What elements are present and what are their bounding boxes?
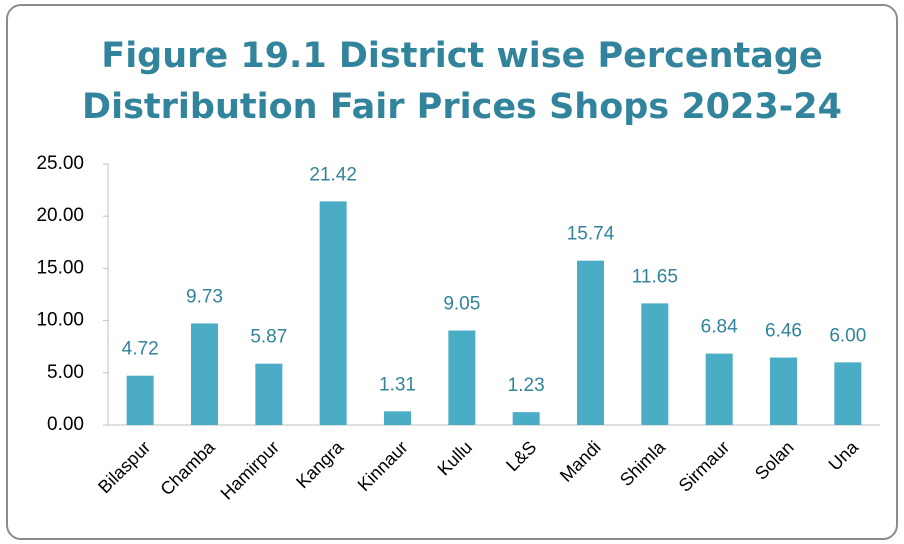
value-label: 6.00 <box>829 325 866 346</box>
value-label: 9.73 <box>186 286 223 307</box>
bar <box>255 363 283 425</box>
value-label: 11.65 <box>632 266 678 287</box>
y-tick-label: 0.00 <box>47 414 84 435</box>
value-label: 1.31 <box>379 374 416 395</box>
y-tick-label: 20.00 <box>36 205 84 226</box>
value-label: 15.74 <box>567 224 615 245</box>
bar <box>577 260 604 425</box>
value-label: 6.46 <box>765 321 802 342</box>
chart-title: Figure 19.1 District wise Percentage <box>101 36 822 76</box>
bar <box>126 375 154 425</box>
bar <box>641 303 669 425</box>
y-tick-label: 5.00 <box>47 362 84 383</box>
value-label: 1.23 <box>508 375 545 396</box>
value-label: 21.42 <box>309 164 357 185</box>
bar <box>834 362 862 425</box>
bar <box>705 353 733 425</box>
value-label: 4.72 <box>122 339 159 360</box>
y-tick-label: 15.00 <box>36 257 84 278</box>
bar <box>384 411 411 425</box>
chart-title: Distribution Fair Prices Shops 2023-24 <box>82 87 842 127</box>
bar <box>191 323 218 425</box>
y-tick-label: 10.00 <box>36 310 84 331</box>
chart-border <box>6 4 898 540</box>
value-label: 6.84 <box>701 317 738 338</box>
value-label: 9.05 <box>443 294 480 315</box>
bar <box>512 412 540 425</box>
y-tick-label: 25.00 <box>36 153 84 174</box>
bar <box>770 357 797 425</box>
bar <box>448 330 476 425</box>
value-label: 5.87 <box>250 327 287 348</box>
bar <box>319 201 347 425</box>
